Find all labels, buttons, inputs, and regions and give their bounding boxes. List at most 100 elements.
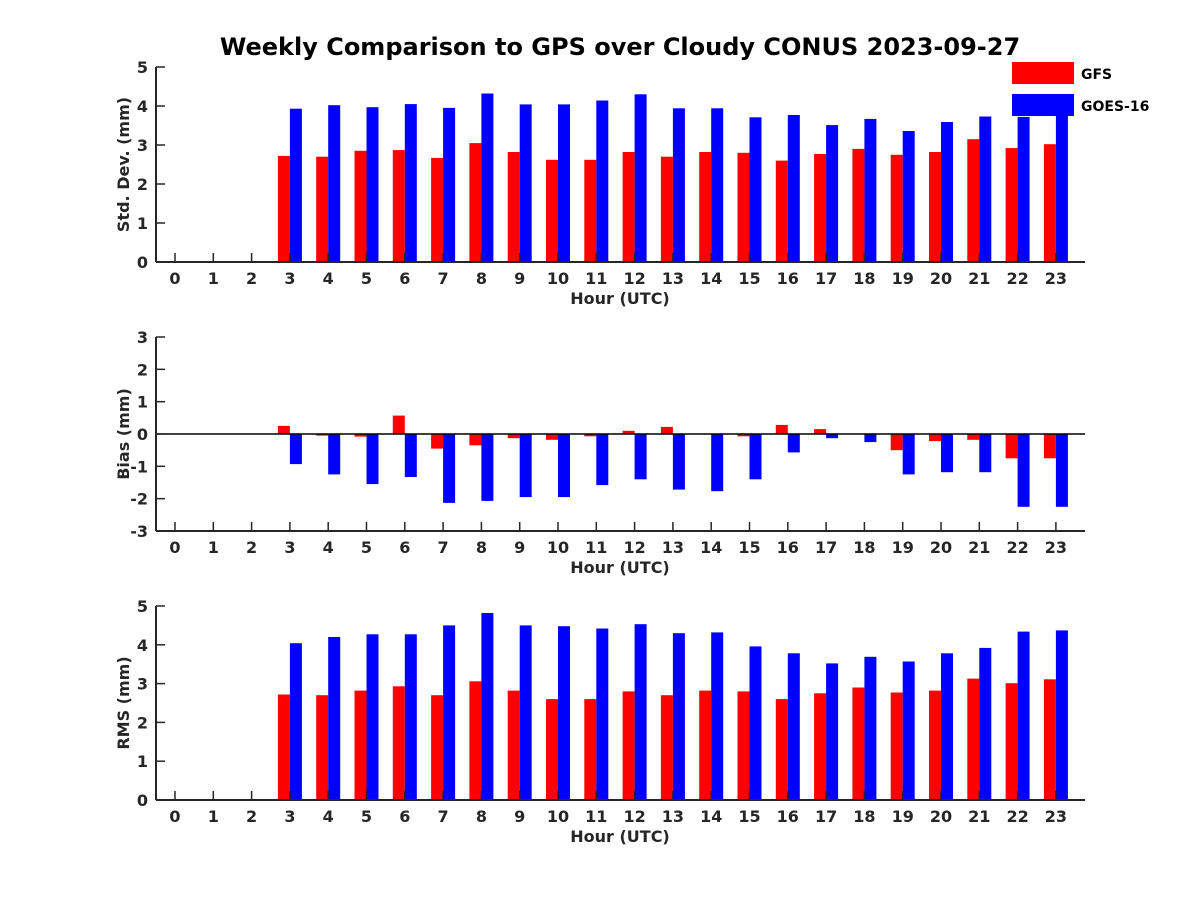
chart-title: Weekly Comparison to GPS over Cloudy CON… [220,33,1020,61]
bar-gfs-hour-22 [1005,683,1018,800]
x-tick-label: 9 [514,538,525,557]
x-tick-label: 23 [1045,807,1067,826]
bar-gfs-hour-13 [660,156,673,262]
bar-gfs-hour-6 [392,686,405,800]
bar-gfs-hour-19 [890,434,903,451]
x-tick-label: 9 [514,807,525,826]
bar-goes-16-hour-13 [672,108,685,262]
bar-goes-16-hour-7 [443,107,456,263]
x-tick-label: 5 [361,538,372,557]
x-tick-label: 2 [246,269,257,288]
y-tick-label: 0 [137,253,148,272]
bar-gfs-hour-16 [775,424,788,434]
bar-gfs-hour-16 [775,160,788,262]
x-tick-label: 7 [438,538,449,557]
bar-goes-16-hour-14 [711,108,724,262]
bar-goes-16-hour-7 [443,625,456,800]
bar-goes-16-hour-23 [1055,111,1068,262]
x-tick-label: 17 [815,538,837,557]
bar-gfs-hour-14 [699,690,712,800]
y-tick-label: 2 [137,175,148,194]
x-tick-label: 18 [853,807,875,826]
bar-goes-16-hour-21 [979,116,992,262]
bar-goes-16-hour-20 [941,122,953,262]
bar-goes-16-hour-12 [634,94,647,262]
bar-goes-16-hour-23 [1055,630,1068,800]
bar-goes-16-hour-8 [481,93,494,262]
bar-goes-16-hour-6 [404,434,417,477]
bar-goes-16-hour-20 [941,653,953,800]
x-tick-label: 19 [892,269,914,288]
bar-goes-16-hour-10 [558,626,570,800]
x-tick-label: 20 [930,269,952,288]
x-tick-label: 1 [208,538,219,557]
bar-gfs-hour-9 [507,690,520,800]
x-tick-label: 17 [815,269,837,288]
bar-gfs-hour-12 [622,430,635,434]
bar-gfs-hour-4 [316,695,329,800]
y-tick-label: -2 [130,490,148,509]
legend-swatch-gfs [1012,62,1074,84]
bar-goes-16-hour-14 [711,632,724,800]
x-tick-label: 8 [476,269,487,288]
bar-goes-16-hour-21 [979,434,992,473]
bar-gfs-hour-14 [699,152,712,262]
bar-gfs-hour-4 [316,434,329,436]
x-tick-label: 17 [815,807,837,826]
x-tick-label: 16 [777,538,799,557]
bar-gfs-hour-17 [814,693,827,800]
bar-gfs-hour-10 [546,159,558,262]
x-tick-label: 4 [323,807,334,826]
bar-gfs-hour-5 [354,434,367,437]
x-tick-label: 2 [246,807,257,826]
bar-gfs-hour-5 [354,150,367,262]
bar-gfs-hour-22 [1005,148,1018,262]
x-tick-label: 14 [700,269,722,288]
bar-gfs-hour-11 [584,434,597,437]
x-tick-label: 15 [738,538,760,557]
x-tick-label: 0 [169,807,180,826]
y-tick-label: 0 [137,791,148,810]
x-tick-label: 19 [892,538,914,557]
bar-gfs-hour-19 [890,692,903,800]
bar-gfs-hour-11 [584,699,597,800]
bar-goes-16-hour-13 [672,633,685,800]
bar-goes-16-hour-14 [711,434,724,492]
bar-goes-16-hour-18 [864,656,877,800]
y-tick-label: 2 [137,360,148,379]
bar-goes-16-hour-16 [787,115,800,262]
bar-goes-16-hour-3 [289,643,302,800]
legend-label-gfs: GFS [1081,67,1112,83]
x-tick-label: 11 [585,538,607,557]
bar-gfs-hour-8 [469,434,482,446]
x-tick-label: 8 [476,538,487,557]
x-tick-label: 18 [853,538,875,557]
x-tick-label: 20 [930,538,952,557]
bar-goes-16-hour-21 [979,647,992,800]
bar-goes-16-hour-10 [558,434,570,498]
bar-goes-16-hour-23 [1055,434,1068,507]
bar-gfs-hour-5 [354,690,367,800]
bar-gfs-hour-4 [316,156,329,262]
y-axis-label: Bias (mm) [114,388,133,480]
legend: GFS GOES-16 [1012,62,1149,116]
bar-gfs-hour-23 [1043,434,1056,459]
bar-goes-16-hour-3 [289,434,302,465]
legend-label-goes-16: GOES-16 [1081,99,1149,115]
bar-gfs-hour-12 [622,152,635,262]
bar-gfs-hour-23 [1043,144,1056,262]
y-tick-label: 3 [137,136,148,155]
y-tick-label: 4 [137,97,148,116]
x-tick-label: 2 [246,538,257,557]
bar-gfs-hour-21 [967,139,980,262]
bar-goes-16-hour-17 [826,434,839,439]
y-axis-label: RMS (mm) [114,656,133,749]
bar-gfs-hour-15 [737,691,750,800]
bar-gfs-hour-20 [929,152,941,262]
bar-goes-16-hour-20 [941,434,953,473]
x-tick-label: 13 [662,538,684,557]
x-tick-label: 4 [323,269,334,288]
y-tick-label: 0 [137,425,148,444]
bar-goes-16-hour-10 [558,104,570,263]
